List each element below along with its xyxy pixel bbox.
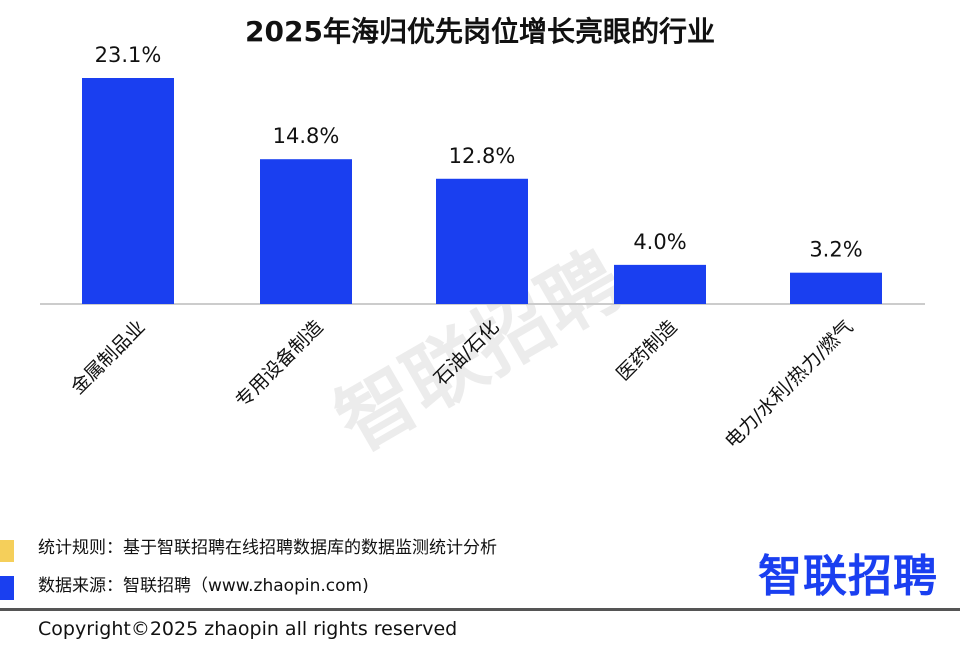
- legend-square-yellow: [0, 540, 14, 562]
- x-tick-label: 医药制造: [612, 316, 681, 385]
- x-tick-label: 石油/石化: [430, 316, 504, 390]
- x-tick-label: 电力/水利/热力/燃气: [721, 316, 858, 453]
- copyright: Copyright©2025 zhaopin all rights reserv…: [38, 618, 458, 640]
- data-label: 3.2%: [809, 238, 862, 262]
- divider: [0, 608, 960, 611]
- x-tick-label: 专用设备制造: [231, 316, 327, 412]
- bar: [436, 178, 528, 304]
- bar-chart: 23.1% 金属制品业 14.8% 专用设备制造 12.8% 石油/石化 4.0% 医药制造 3…: [40, 43, 925, 453]
- data-label: 12.8%: [449, 144, 516, 168]
- source-note: 数据来源：智联招聘（www.zhaopin.com): [38, 576, 369, 596]
- data-label: 14.8%: [273, 124, 340, 148]
- bar: [790, 272, 882, 304]
- rule-note: 统计规则：基于智联招聘在线招聘数据库的数据监测统计分析: [38, 538, 497, 558]
- zhaopin-logo: 智联招聘: [758, 551, 938, 602]
- legend-square-blue: [0, 576, 14, 600]
- bar: [260, 159, 352, 304]
- x-tick-label: 金属制品业: [67, 316, 150, 399]
- data-label: 4.0%: [633, 230, 686, 254]
- bar: [614, 264, 706, 304]
- data-label: 23.1%: [95, 43, 162, 67]
- bar: [82, 78, 174, 304]
- chart-title: 2025年海归优先岗位增长亮眼的行业: [245, 15, 715, 48]
